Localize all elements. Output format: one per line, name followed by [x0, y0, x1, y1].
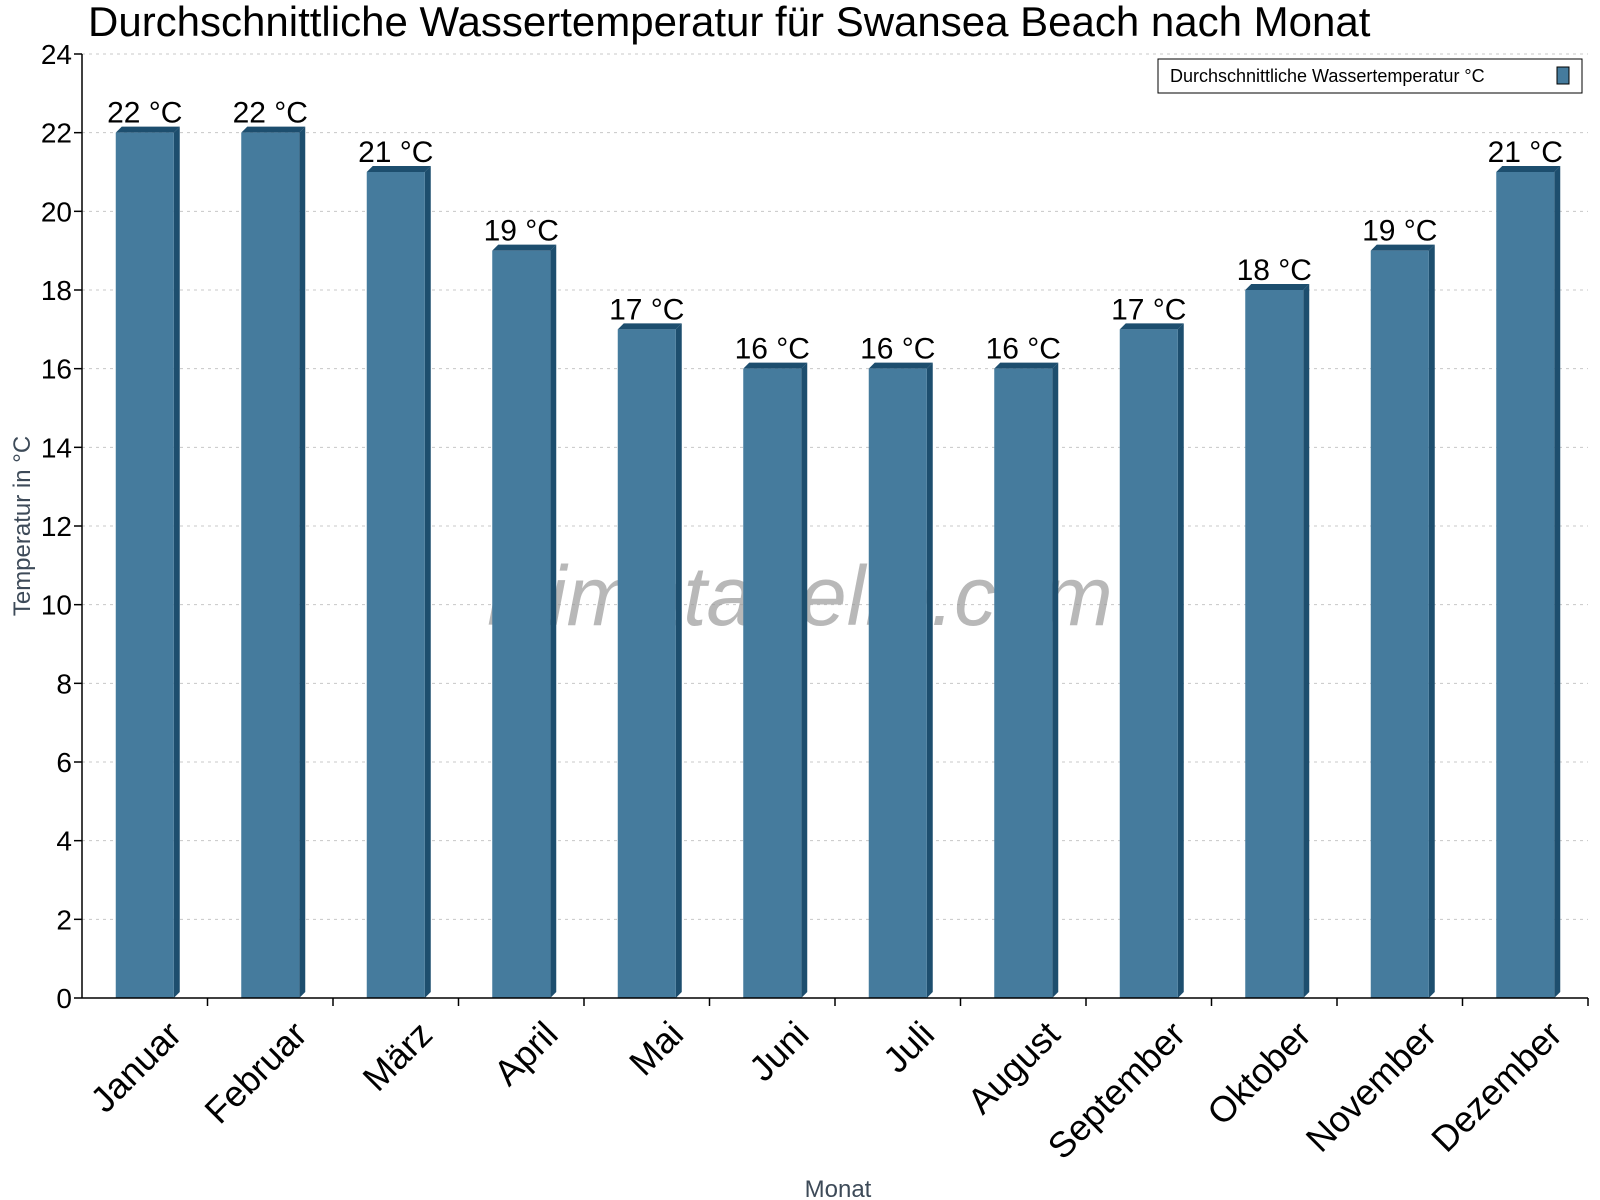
- bar-mai: [617, 323, 682, 998]
- bar-juni: [743, 362, 808, 999]
- x-tick-label: Mai: [621, 1013, 691, 1083]
- bar-november: [1370, 244, 1435, 998]
- x-tick-label: August: [959, 1013, 1067, 1121]
- y-tick-label: 8: [56, 668, 72, 699]
- bar-face: [492, 250, 551, 998]
- bar-april: [492, 244, 557, 998]
- legend-swatch: [1556, 66, 1570, 85]
- bar-face: [994, 368, 1053, 999]
- y-tick-label: 20: [41, 196, 72, 227]
- bar-top: [617, 323, 682, 330]
- x-tick-label: Dezember: [1423, 1013, 1569, 1159]
- bar-top: [115, 126, 180, 133]
- y-tick-label: 0: [56, 983, 72, 1014]
- bar-top: [492, 244, 557, 251]
- bar-face: [366, 172, 425, 998]
- x-tick-label: März: [355, 1013, 441, 1099]
- data-label: 21 °C: [358, 136, 433, 169]
- data-label: 19 °C: [484, 215, 559, 248]
- y-tick-label: 10: [41, 590, 72, 621]
- y-axis-label: Temperatur in °C: [9, 436, 36, 616]
- data-label: 22 °C: [107, 97, 182, 130]
- x-tick-labels: Januar Februar März April Mai Juni Juli AugustS…: [82, 998, 1589, 1167]
- bar-face: [617, 329, 676, 998]
- bar-side: [299, 126, 306, 998]
- data-label: 18 °C: [1237, 254, 1312, 287]
- data-label: 17 °C: [1111, 293, 1186, 326]
- bar-dezember: [1496, 166, 1561, 998]
- grid-lines: [82, 53, 1588, 920]
- bar-side: [1303, 284, 1310, 998]
- bar-top: [743, 362, 808, 369]
- bar-face: [1370, 250, 1429, 998]
- data-label: 16 °C: [860, 333, 935, 366]
- y-tick-label: 14: [41, 432, 72, 463]
- bar-face: [868, 368, 927, 999]
- data-label: 21 °C: [1488, 136, 1563, 169]
- y-tick-label: 12: [41, 511, 72, 542]
- bar-side: [1554, 166, 1561, 998]
- legend: Durchschnittliche Wassertemperatur °C: [1157, 58, 1583, 94]
- bar-juli: [868, 362, 933, 999]
- y-tick-label: 2: [56, 904, 72, 935]
- bar-top: [994, 362, 1059, 369]
- bar-september: [1119, 323, 1184, 998]
- y-tick-label: 18: [41, 275, 72, 306]
- bar-face: [1496, 172, 1555, 998]
- bar-side: [801, 362, 808, 999]
- x-tick-label: Januar: [82, 1013, 189, 1120]
- bar-face: [1245, 290, 1304, 998]
- x-tick-label: Juli: [875, 1013, 942, 1080]
- y-tick-label: 16: [41, 354, 72, 385]
- bar-face: [743, 368, 802, 999]
- x-axis-label: Monat: [805, 1176, 872, 1200]
- x-tick-label: Juni: [741, 1013, 817, 1089]
- y-tick-label: 24: [41, 39, 72, 70]
- bar-face: [115, 132, 174, 998]
- bar-face: [1119, 329, 1178, 998]
- x-tick-label: April: [486, 1013, 566, 1093]
- bar-side: [173, 126, 180, 998]
- bar-top: [366, 166, 431, 172]
- bar-side: [550, 244, 557, 998]
- x-tick-label: November: [1298, 1013, 1444, 1159]
- bar-top: [1496, 166, 1561, 172]
- x-tick-label: Februar: [196, 1013, 314, 1131]
- bar-top: [1119, 323, 1184, 330]
- bar-side: [675, 323, 682, 998]
- bar-face: [241, 132, 300, 998]
- bar-februar: [241, 126, 306, 998]
- data-label: 16 °C: [735, 333, 810, 366]
- bar-top: [241, 126, 306, 133]
- data-label: 16 °C: [986, 333, 1061, 366]
- bar-top: [1370, 244, 1435, 251]
- legend-label: Durchschnittliche Wassertemperatur °C: [1170, 66, 1485, 86]
- bar-side: [926, 362, 933, 999]
- y-tick-label: 6: [56, 747, 72, 778]
- data-label: 19 °C: [1362, 215, 1437, 248]
- bar-side: [1052, 362, 1059, 999]
- x-tick-label: September: [1040, 1013, 1194, 1167]
- bar-side: [1428, 244, 1435, 998]
- x-tick-label: Oktober: [1199, 1013, 1319, 1133]
- data-label: 17 °C: [609, 293, 684, 326]
- legend-box: [1157, 58, 1583, 94]
- bar-side: [424, 166, 431, 998]
- chart-title: Durchschnittliche Wassertemperatur für S…: [88, 0, 1371, 45]
- bar-august: [994, 362, 1059, 999]
- bar-side: [1177, 323, 1184, 998]
- y-tick-label: 4: [56, 826, 72, 857]
- bar-oktober: [1245, 284, 1310, 998]
- y-tick-label: 22: [41, 118, 72, 149]
- data-label: 22 °C: [233, 97, 308, 130]
- bar-märz: [366, 166, 431, 998]
- bars: [115, 126, 1561, 999]
- bar-januar: [115, 126, 180, 998]
- data-labels: 22 °C 22 °C 21 °C 19 °C 17 °C 16 °C 16 °C 16 °C…: [107, 97, 1563, 366]
- bar-top: [868, 362, 933, 369]
- bar-top: [1245, 284, 1310, 290]
